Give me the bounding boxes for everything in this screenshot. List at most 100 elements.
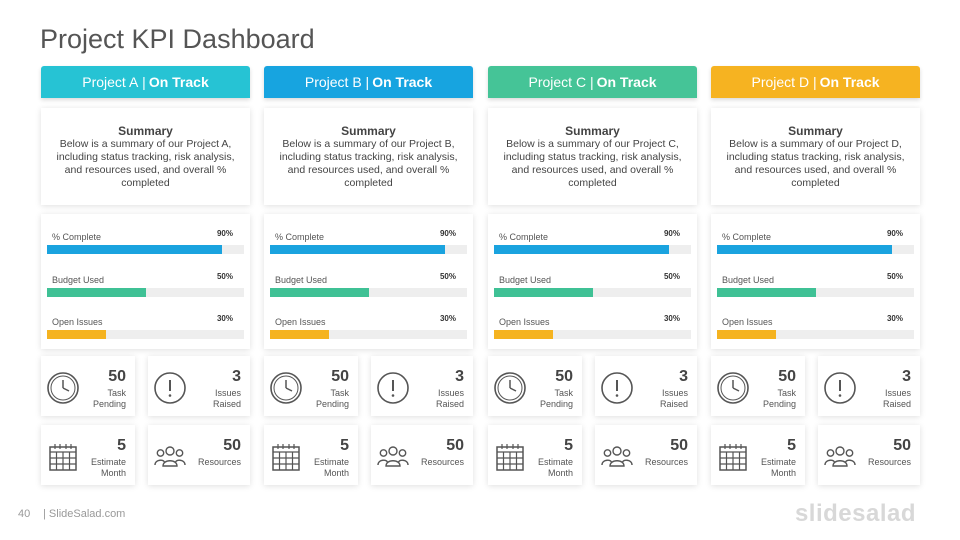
summary-title: Summary (565, 124, 620, 138)
progress-card: % Complete 90% Budget Used 50% Open Issu… (488, 214, 697, 349)
project-name: Project D (751, 74, 810, 90)
progress-track (717, 245, 914, 254)
calendar-icon (492, 439, 528, 475)
progress-value: 90% (886, 229, 903, 238)
stat-issues-raised: 3 Issues Raised (148, 356, 250, 416)
progress-track (494, 245, 691, 254)
progress-value: 30% (886, 314, 903, 323)
stat-label: Estimate Month (537, 457, 573, 478)
stat-estimate-month: 5 Estimate Month (264, 425, 358, 485)
project-name: Project B (304, 74, 362, 90)
summary-title: Summary (788, 124, 843, 138)
project-column: Project C | On Track Summary Below is a s… (488, 66, 697, 485)
summary-title: Summary (341, 124, 396, 138)
progress-label: % Complete (499, 232, 549, 242)
stat-value: 50 (223, 437, 241, 454)
stat-label: Issues Raised (212, 388, 241, 409)
stat-resources: 50 Resources (818, 425, 920, 485)
stat-task-pending: 50 Task Pending (711, 356, 805, 416)
project-status: On Track (372, 74, 433, 90)
stat-label: Estimate Month (760, 457, 796, 478)
summary-text: Below is a summary of our Project C, inc… (503, 138, 682, 189)
progress-label: % Complete (722, 232, 772, 242)
progress-value: 50% (439, 272, 456, 281)
progress-label: Open Issues (722, 317, 773, 327)
stat-issues-raised: 3 Issues Raised (371, 356, 473, 416)
progress-fill (717, 288, 816, 297)
stat-estimate-month: 5 Estimate Month (711, 425, 805, 485)
progress-value: 50% (886, 272, 903, 281)
stat-value: 3 (455, 368, 464, 385)
stat-resources: 50 Resources (595, 425, 697, 485)
stat-value: 5 (564, 437, 573, 454)
progress-label: Open Issues (499, 317, 550, 327)
summary-card: Summary Below is a summary of our Projec… (711, 108, 920, 205)
project-name: Project C (528, 74, 587, 90)
project-header: Project B | On Track (264, 66, 473, 98)
alert-icon (152, 370, 188, 406)
project-column: Project A | On Track Summary Below is a s… (41, 66, 250, 485)
brand-logo: slidesalad (794, 500, 916, 527)
progress-value: 30% (663, 314, 680, 323)
project-header: Project C | On Track (488, 66, 697, 98)
progress-value: 30% (439, 314, 456, 323)
progress-track (494, 330, 691, 339)
progress-track (47, 288, 244, 297)
stat-value: 3 (902, 368, 911, 385)
progress-label: % Complete (52, 232, 102, 242)
progress-label: Budget Used (499, 275, 552, 285)
progress-label: Budget Used (52, 275, 105, 285)
stat-value: 3 (232, 368, 241, 385)
progress-fill (270, 245, 446, 254)
stat-task-pending: 50 Task Pending (488, 356, 582, 416)
summary-text: Below is a summary of our Project D, inc… (726, 138, 905, 189)
stat-label: Task Pending (92, 388, 126, 409)
progress-label: Open Issues (52, 317, 103, 327)
calendar-icon (715, 439, 751, 475)
progress-track (47, 330, 244, 339)
progress-value: 50% (216, 272, 233, 281)
stat-estimate-month: 5 Estimate Month (488, 425, 582, 485)
page-number: 40 (18, 508, 31, 520)
progress-fill (270, 288, 369, 297)
project-status: On Track (148, 74, 209, 90)
progress-label: Open Issues (275, 317, 326, 327)
progress-card: % Complete 90% Budget Used 50% Open Issu… (41, 214, 250, 349)
stat-label: Resources (867, 457, 911, 467)
stat-label: Issues Raised (882, 388, 911, 409)
project-header: Project A | On Track (41, 66, 250, 98)
stat-value: 50 (670, 437, 688, 454)
progress-fill (717, 245, 893, 254)
stat-value: 3 (679, 368, 688, 385)
progress-track (270, 330, 467, 339)
progress-card: % Complete 90% Budget Used 50% Open Issu… (711, 214, 920, 349)
progress-track (270, 245, 467, 254)
project-column: Project D | On Track Summary Below is a s… (711, 66, 920, 485)
people-icon (822, 439, 858, 475)
stat-label: Task Pending (315, 388, 349, 409)
progress-value: 90% (663, 229, 680, 238)
summary-text: Below is a summary of our Project A, inc… (56, 138, 235, 189)
progress-label: Budget Used (722, 275, 775, 285)
summary-card: Summary Below is a summary of our Projec… (488, 108, 697, 205)
stat-label: Task Pending (539, 388, 573, 409)
alert-icon (375, 370, 411, 406)
project-status: On Track (819, 74, 880, 90)
summary-card: Summary Below is a summary of our Projec… (264, 108, 473, 205)
people-icon (599, 439, 635, 475)
clock-icon (268, 370, 304, 406)
project-column: Project B | On Track Summary Below is a s… (264, 66, 473, 485)
alert-icon (822, 370, 858, 406)
stat-label: Task Pending (762, 388, 796, 409)
progress-label: % Complete (275, 232, 325, 242)
clock-icon (715, 370, 751, 406)
people-icon (375, 439, 411, 475)
stat-value: 50 (108, 368, 126, 385)
stat-label: Estimate Month (313, 457, 349, 478)
calendar-icon (268, 439, 304, 475)
stat-label: Issues Raised (435, 388, 464, 409)
clock-icon (45, 370, 81, 406)
stat-task-pending: 50 Task Pending (41, 356, 135, 416)
clock-icon (492, 370, 528, 406)
progress-value: 90% (216, 229, 233, 238)
